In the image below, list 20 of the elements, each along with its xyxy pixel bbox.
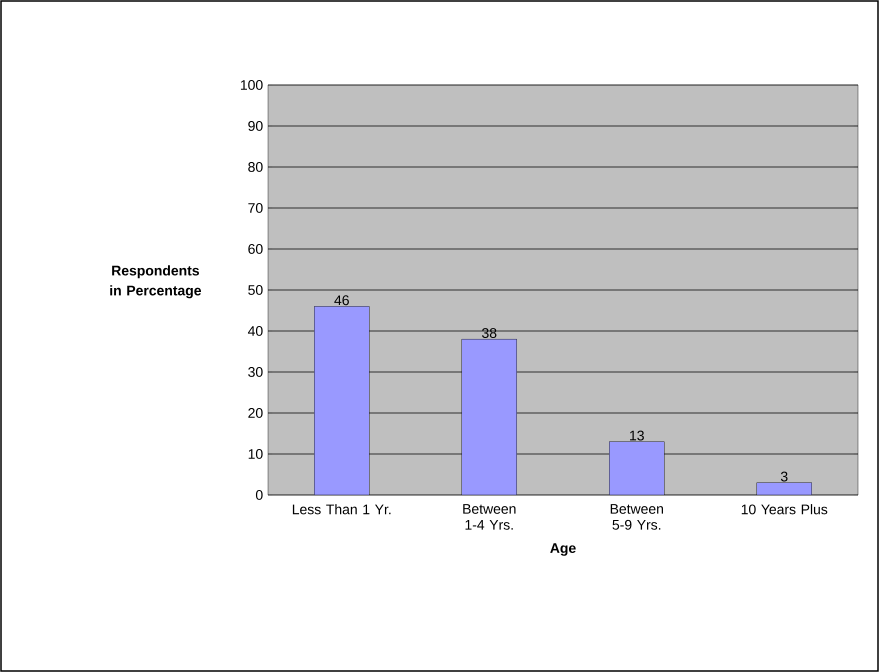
y-axis-title: Respondents in Percentage <box>110 265 202 298</box>
y-tick-label: 20 <box>248 408 263 418</box>
y-tick-label: 80 <box>248 162 263 172</box>
x-tick-label: Between 1-4 Yrs. <box>463 504 516 530</box>
x-axis-title: Age <box>550 543 576 556</box>
y-tick-label: 60 <box>248 244 263 254</box>
y-tick-label: 30 <box>248 367 263 377</box>
data-label: 13 <box>630 430 644 440</box>
x-tick-label: 10 Years Plus <box>742 504 828 514</box>
y-tick-label: 100 <box>240 80 263 90</box>
x-tick-label: Less Than 1 Yr. <box>292 504 390 514</box>
y-tick-label: 90 <box>248 121 263 131</box>
y-tick-label: 0 <box>256 490 263 500</box>
y-tick-label: 10 <box>248 449 263 459</box>
data-label: 46 <box>334 295 349 306</box>
y-tick-label: 50 <box>248 285 263 295</box>
y-tick-label: 40 <box>248 326 263 336</box>
y-tick-label: 70 <box>248 203 263 213</box>
x-tick-label: Between 5-9 Yrs. <box>610 504 663 530</box>
data-label: 3 <box>780 472 788 482</box>
